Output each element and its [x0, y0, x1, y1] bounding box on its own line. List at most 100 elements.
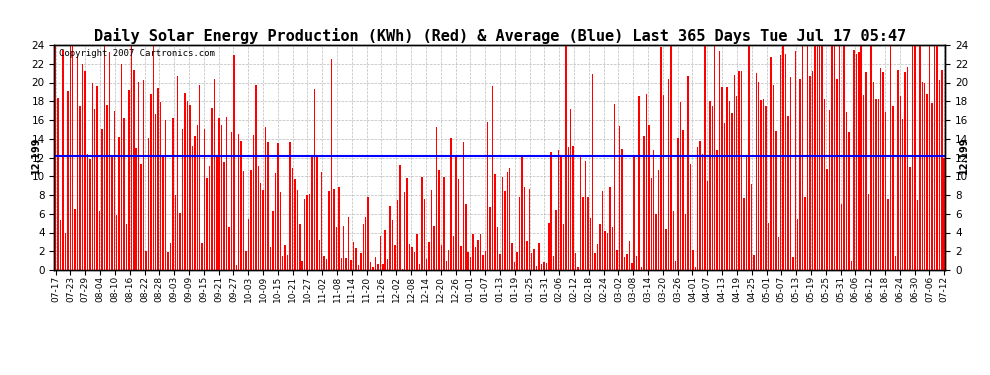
Bar — [802, 45, 803, 270]
Bar — [868, 194, 869, 270]
Bar — [722, 87, 723, 270]
Bar — [507, 172, 508, 270]
Bar — [929, 45, 931, 270]
Bar — [465, 204, 466, 270]
Bar — [206, 178, 208, 270]
Bar — [550, 152, 552, 270]
Bar — [932, 103, 933, 270]
Bar — [841, 204, 842, 270]
Bar — [557, 150, 559, 270]
Bar — [87, 154, 88, 270]
Bar — [604, 231, 606, 270]
Bar — [341, 258, 342, 270]
Bar — [419, 264, 420, 270]
Bar — [265, 128, 266, 270]
Bar — [922, 82, 923, 270]
Bar — [169, 243, 171, 270]
Bar — [645, 93, 647, 270]
Bar — [565, 45, 566, 270]
Bar — [837, 79, 838, 270]
Bar — [252, 135, 254, 270]
Bar — [597, 244, 598, 270]
Bar — [355, 248, 356, 270]
Bar — [277, 143, 278, 270]
Bar — [233, 54, 235, 270]
Bar — [617, 250, 618, 270]
Bar — [917, 200, 918, 270]
Bar — [409, 243, 411, 270]
Bar — [238, 134, 240, 270]
Bar — [895, 256, 896, 270]
Bar — [943, 158, 945, 270]
Bar — [672, 211, 674, 270]
Bar — [339, 187, 340, 270]
Bar — [660, 46, 661, 270]
Bar — [370, 262, 371, 270]
Bar — [397, 200, 398, 270]
Bar — [160, 102, 161, 270]
Bar — [858, 52, 859, 270]
Bar — [484, 251, 486, 270]
Bar — [675, 261, 676, 270]
Bar — [832, 45, 833, 270]
Bar — [767, 223, 769, 270]
Bar — [845, 112, 847, 270]
Bar — [294, 179, 296, 270]
Bar — [824, 99, 826, 270]
Bar — [682, 130, 684, 270]
Bar — [236, 266, 237, 270]
Bar — [829, 110, 831, 270]
Bar — [138, 82, 140, 270]
Bar — [812, 71, 813, 270]
Bar — [462, 142, 464, 270]
Bar — [439, 170, 440, 270]
Bar — [902, 118, 904, 270]
Bar — [292, 168, 293, 270]
Bar — [553, 256, 554, 270]
Bar — [84, 71, 86, 270]
Bar — [641, 267, 643, 270]
Bar — [770, 57, 771, 270]
Bar — [492, 86, 493, 270]
Bar — [111, 156, 113, 270]
Bar — [667, 79, 669, 270]
Bar — [814, 45, 816, 270]
Bar — [919, 45, 921, 270]
Title: Daily Solar Energy Production (KWh) (Red) & Average (Blue) Last 365 Days Tue Jul: Daily Solar Energy Production (KWh) (Red… — [94, 28, 906, 44]
Bar — [927, 94, 928, 270]
Bar — [848, 132, 849, 270]
Bar — [331, 59, 333, 270]
Bar — [914, 45, 916, 270]
Bar — [189, 105, 191, 270]
Bar — [384, 230, 386, 270]
Bar — [639, 96, 640, 270]
Bar — [877, 99, 879, 270]
Bar — [326, 259, 328, 270]
Bar — [255, 85, 256, 270]
Bar — [690, 164, 691, 270]
Bar — [541, 264, 543, 270]
Bar — [480, 234, 481, 270]
Bar — [494, 174, 496, 270]
Bar — [382, 264, 383, 270]
Bar — [106, 105, 108, 270]
Bar — [209, 166, 210, 270]
Bar — [853, 50, 854, 270]
Bar — [870, 45, 872, 270]
Bar — [614, 104, 616, 270]
Bar — [624, 257, 625, 270]
Bar — [289, 142, 291, 270]
Bar — [634, 157, 635, 270]
Bar — [697, 147, 698, 270]
Bar — [246, 251, 247, 270]
Bar — [807, 45, 808, 270]
Bar — [714, 45, 716, 270]
Bar — [257, 166, 259, 270]
Bar — [775, 131, 776, 270]
Bar — [545, 263, 547, 270]
Bar — [650, 178, 652, 270]
Bar — [197, 125, 198, 270]
Bar — [680, 102, 681, 270]
Bar — [216, 156, 218, 270]
Bar — [347, 217, 349, 270]
